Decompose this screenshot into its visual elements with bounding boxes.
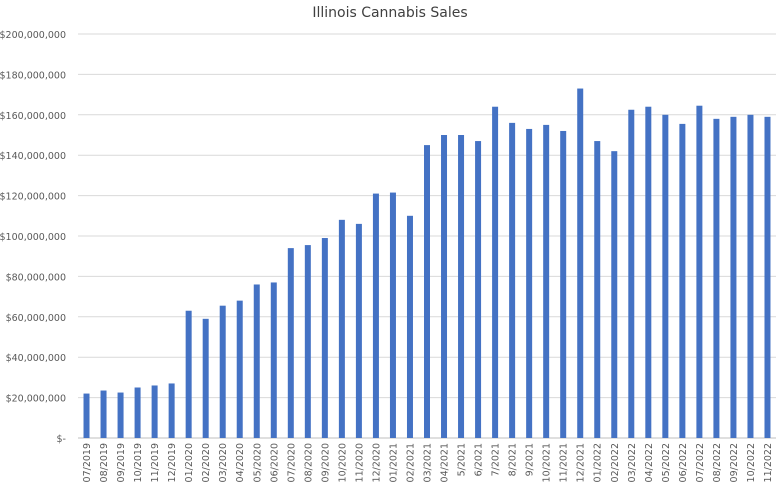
y-tick-label: $- xyxy=(57,434,66,445)
x-tick-label: 11/2019 xyxy=(150,443,161,482)
chart-title: Illinois Cannabis Sales xyxy=(312,5,467,21)
x-tick-label: 12/2020 xyxy=(371,443,382,482)
x-tick-label: 8/2021 xyxy=(508,443,519,476)
x-tick-label: 02/2021 xyxy=(405,443,416,482)
bar-01-2022 xyxy=(594,141,601,438)
bar-04-2020 xyxy=(236,300,243,438)
bar-07-2019 xyxy=(83,393,90,438)
bar-08-2022 xyxy=(713,118,720,438)
x-tick-label: 01/2021 xyxy=(388,443,399,482)
bar-9-2021 xyxy=(526,128,533,438)
x-tick-label: 6/2021 xyxy=(474,443,485,476)
bar-10-2021 xyxy=(543,124,550,439)
y-tick-label: $200,000,000 xyxy=(0,30,66,41)
x-tick-label: 07/2019 xyxy=(82,443,93,482)
x-tick-label: 11/2020 xyxy=(354,443,365,482)
bars xyxy=(83,88,771,439)
bar-10-2019 xyxy=(134,387,141,438)
bar-02-2022 xyxy=(611,151,618,438)
y-tick-label: $160,000,000 xyxy=(0,111,66,122)
bar-10-2022 xyxy=(747,114,754,439)
x-tick-label: 08/2022 xyxy=(712,443,723,482)
bar-09-2022 xyxy=(730,116,737,438)
bar-06-2020 xyxy=(270,282,277,438)
x-tick-label: 03/2020 xyxy=(218,443,229,482)
x-tick-label: 09/2020 xyxy=(320,443,331,482)
x-tick-label: 09/2019 xyxy=(116,443,127,482)
x-tick-label: 10/2020 xyxy=(337,443,348,482)
bar-04-2021 xyxy=(441,135,448,438)
bar-12-2019 xyxy=(168,383,175,438)
x-tick-label: 5/2021 xyxy=(457,443,468,476)
bar-02-2021 xyxy=(406,215,413,438)
x-tick-label: 02/2020 xyxy=(201,443,212,482)
bar-07-2022 xyxy=(696,105,703,439)
y-tick-label: $80,000,000 xyxy=(6,272,66,283)
bar-01-2020 xyxy=(185,310,192,438)
x-tick-label: 12/2021 xyxy=(576,443,587,482)
y-tick-label: $60,000,000 xyxy=(6,313,66,324)
bar-12-2021 xyxy=(577,88,584,438)
bar-03-2021 xyxy=(424,145,430,438)
y-tick-label: $20,000,000 xyxy=(6,394,66,405)
x-tick-label: 03/2022 xyxy=(627,443,638,482)
bar-11-2020 xyxy=(355,223,362,438)
bar-11-2022 xyxy=(764,116,771,438)
x-tick-label: 7/2021 xyxy=(491,443,502,476)
x-tick-label: 05/2022 xyxy=(661,443,672,482)
x-tick-label: 05/2020 xyxy=(252,443,263,482)
y-tick-label: $100,000,000 xyxy=(0,232,66,243)
x-tick-label: 12/2019 xyxy=(167,443,178,482)
x-tick-label: 9/2021 xyxy=(525,443,536,476)
y-tick-label: $140,000,000 xyxy=(0,151,66,162)
x-tick-label: 08/2020 xyxy=(303,443,314,482)
x-tick-label: 04/2020 xyxy=(235,443,246,482)
bar-8-2021 xyxy=(509,122,516,438)
y-tick-label: $180,000,000 xyxy=(0,70,66,81)
bar-11-2021 xyxy=(560,130,567,438)
bar-12-2020 xyxy=(372,193,379,438)
x-tick-label: 08/2019 xyxy=(99,443,110,482)
bar-10-2020 xyxy=(338,219,345,438)
x-tick-label: 07/2020 xyxy=(286,443,297,482)
x-tick-label: 02/2022 xyxy=(610,443,621,482)
bar-09-2019 xyxy=(117,392,124,438)
y-tick-label: $120,000,000 xyxy=(0,192,66,203)
x-tick-label: 01/2020 xyxy=(184,443,195,482)
bar-07-2020 xyxy=(287,248,294,438)
bar-05-2020 xyxy=(253,284,260,438)
x-tick-label: 10/2022 xyxy=(746,443,757,482)
y-axis-labels: $- $20,000,000 $40,000,000 $60,000,000 $80,0… xyxy=(0,30,66,445)
bar-11-2019 xyxy=(151,385,158,438)
bar-01-2021 xyxy=(389,192,396,438)
bar-04-2022 xyxy=(645,106,652,438)
y-tick-label: $40,000,000 xyxy=(6,353,66,364)
bar-05-2022 xyxy=(662,114,669,439)
bar-6-2021 xyxy=(475,141,482,438)
bar-08-2019 xyxy=(100,390,107,438)
bar-06-2022 xyxy=(679,123,686,438)
x-tick-label: 04/2022 xyxy=(644,443,655,482)
bar-02-2020 xyxy=(202,318,209,438)
x-tick-label: 04/2021 xyxy=(440,443,451,482)
bar-7-2021 xyxy=(492,106,499,438)
x-tick-label: 06/2020 xyxy=(269,443,280,482)
bar-03-2020 xyxy=(219,305,226,438)
x-tick-label: 09/2022 xyxy=(729,443,740,482)
x-tick-label: 11/2021 xyxy=(559,443,570,482)
x-tick-label: 10/2019 xyxy=(133,443,144,482)
x-tick-label: 01/2022 xyxy=(593,443,604,482)
x-tick-label: 10/2021 xyxy=(542,443,553,482)
bar-5-2021 xyxy=(458,135,465,438)
x-tick-label: 07/2022 xyxy=(695,443,706,482)
x-tick-label: 11/2022 xyxy=(763,443,774,482)
bar-08-2020 xyxy=(304,245,311,438)
x-tick-label: 03/2021 xyxy=(423,443,434,482)
bar-03-2022 xyxy=(628,109,635,438)
x-tick-label: 06/2022 xyxy=(678,443,689,482)
x-axis-labels: 07/2019 08/2019 09/2019 10/2019 11/2019 12/20… xyxy=(82,443,774,482)
bar-09-2020 xyxy=(321,238,328,438)
